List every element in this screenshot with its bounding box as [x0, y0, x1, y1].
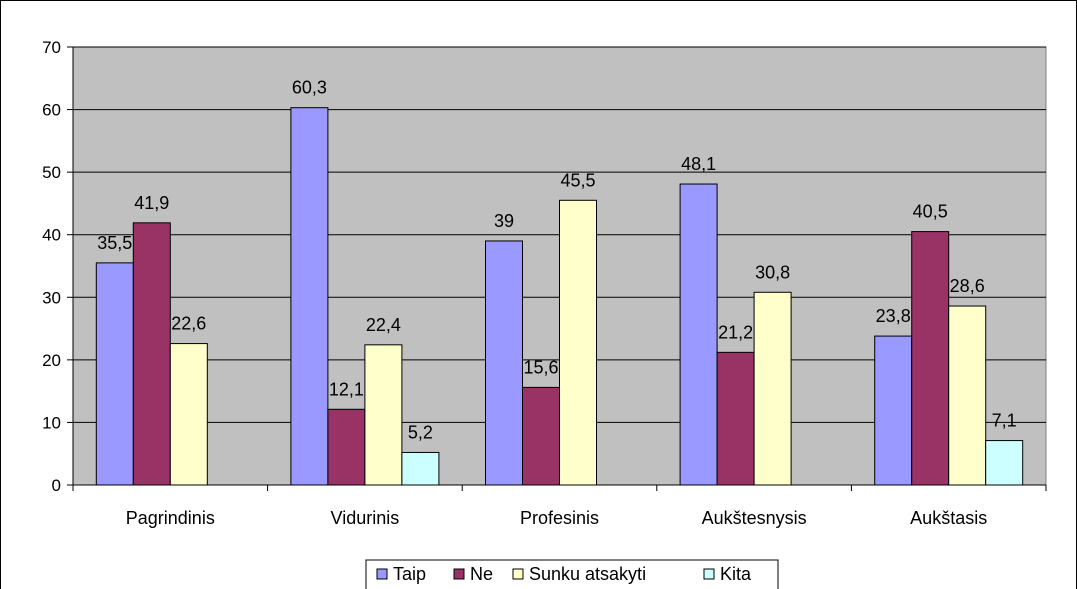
y-tick-label: 20	[42, 351, 61, 370]
data-label: 39	[494, 211, 514, 231]
bar	[485, 240, 523, 486]
bar	[753, 291, 792, 486]
y-tick-label: 0	[52, 476, 61, 495]
x-category-label: Profesinis	[520, 508, 599, 528]
bar	[679, 183, 718, 486]
bar	[874, 335, 913, 486]
bars	[95, 107, 1024, 486]
data-label: 5,2	[408, 422, 433, 442]
bar	[401, 451, 440, 486]
y-tick-label: 70	[42, 38, 61, 57]
legend-swatch	[376, 568, 388, 580]
data-label: 41,9	[134, 193, 169, 213]
legend-label: Kita	[720, 564, 752, 584]
x-category-label: Pagrindinis	[126, 508, 215, 528]
y-tick-label: 30	[42, 288, 61, 307]
data-label: 15,6	[523, 357, 558, 377]
data-label: 40,5	[913, 202, 948, 222]
bar	[132, 222, 171, 486]
data-label: 23,8	[876, 306, 911, 326]
data-labels: 35,541,9 22,6 60,3 12,1 22,4 5,2 39 15,6 45,5 48,…	[97, 78, 1016, 443]
x-category-label: Aukštasis	[910, 508, 987, 528]
legend-swatch	[512, 568, 524, 580]
data-label: 21,2	[718, 322, 753, 342]
y-tick-label: 60	[42, 101, 61, 120]
axes: 0 10 20 30 40 50 60 70 Pagrindinis Vidurinis Profe…	[42, 38, 1047, 528]
legend-label: Taip	[393, 564, 426, 584]
data-label: 48,1	[681, 154, 716, 174]
data-label: 30,8	[755, 262, 790, 282]
legend-swatch	[703, 568, 715, 580]
x-category-label: Vidurinis	[331, 508, 400, 528]
legend-label: Sunku atsakyti	[529, 564, 646, 584]
x-category-label: Aukštesnysis	[702, 508, 807, 528]
legend-swatch	[453, 568, 465, 580]
bar	[559, 199, 597, 486]
data-label: 60,3	[292, 78, 327, 98]
bar	[290, 107, 329, 486]
bar	[327, 408, 366, 486]
bar	[522, 386, 560, 486]
data-label: 22,6	[171, 314, 206, 334]
bar	[716, 351, 755, 486]
data-label: 22,4	[366, 315, 401, 335]
y-tick-label: 50	[42, 163, 61, 182]
bar	[948, 305, 987, 486]
bar	[95, 262, 134, 486]
data-label: 28,6	[950, 276, 985, 296]
legend: Taip Ne Sunku atsakyti Kita	[365, 559, 779, 589]
y-tick-label: 10	[42, 413, 61, 432]
data-label: 7,1	[992, 411, 1017, 431]
bar	[985, 440, 1024, 486]
data-label: 12,1	[329, 379, 364, 399]
legend-label: Ne	[470, 564, 493, 584]
bar	[911, 231, 950, 486]
data-label: 35,5	[97, 233, 132, 253]
y-tick-label: 40	[42, 226, 61, 245]
bar	[364, 344, 403, 486]
bar	[169, 343, 208, 486]
data-label: 45,5	[560, 170, 595, 190]
